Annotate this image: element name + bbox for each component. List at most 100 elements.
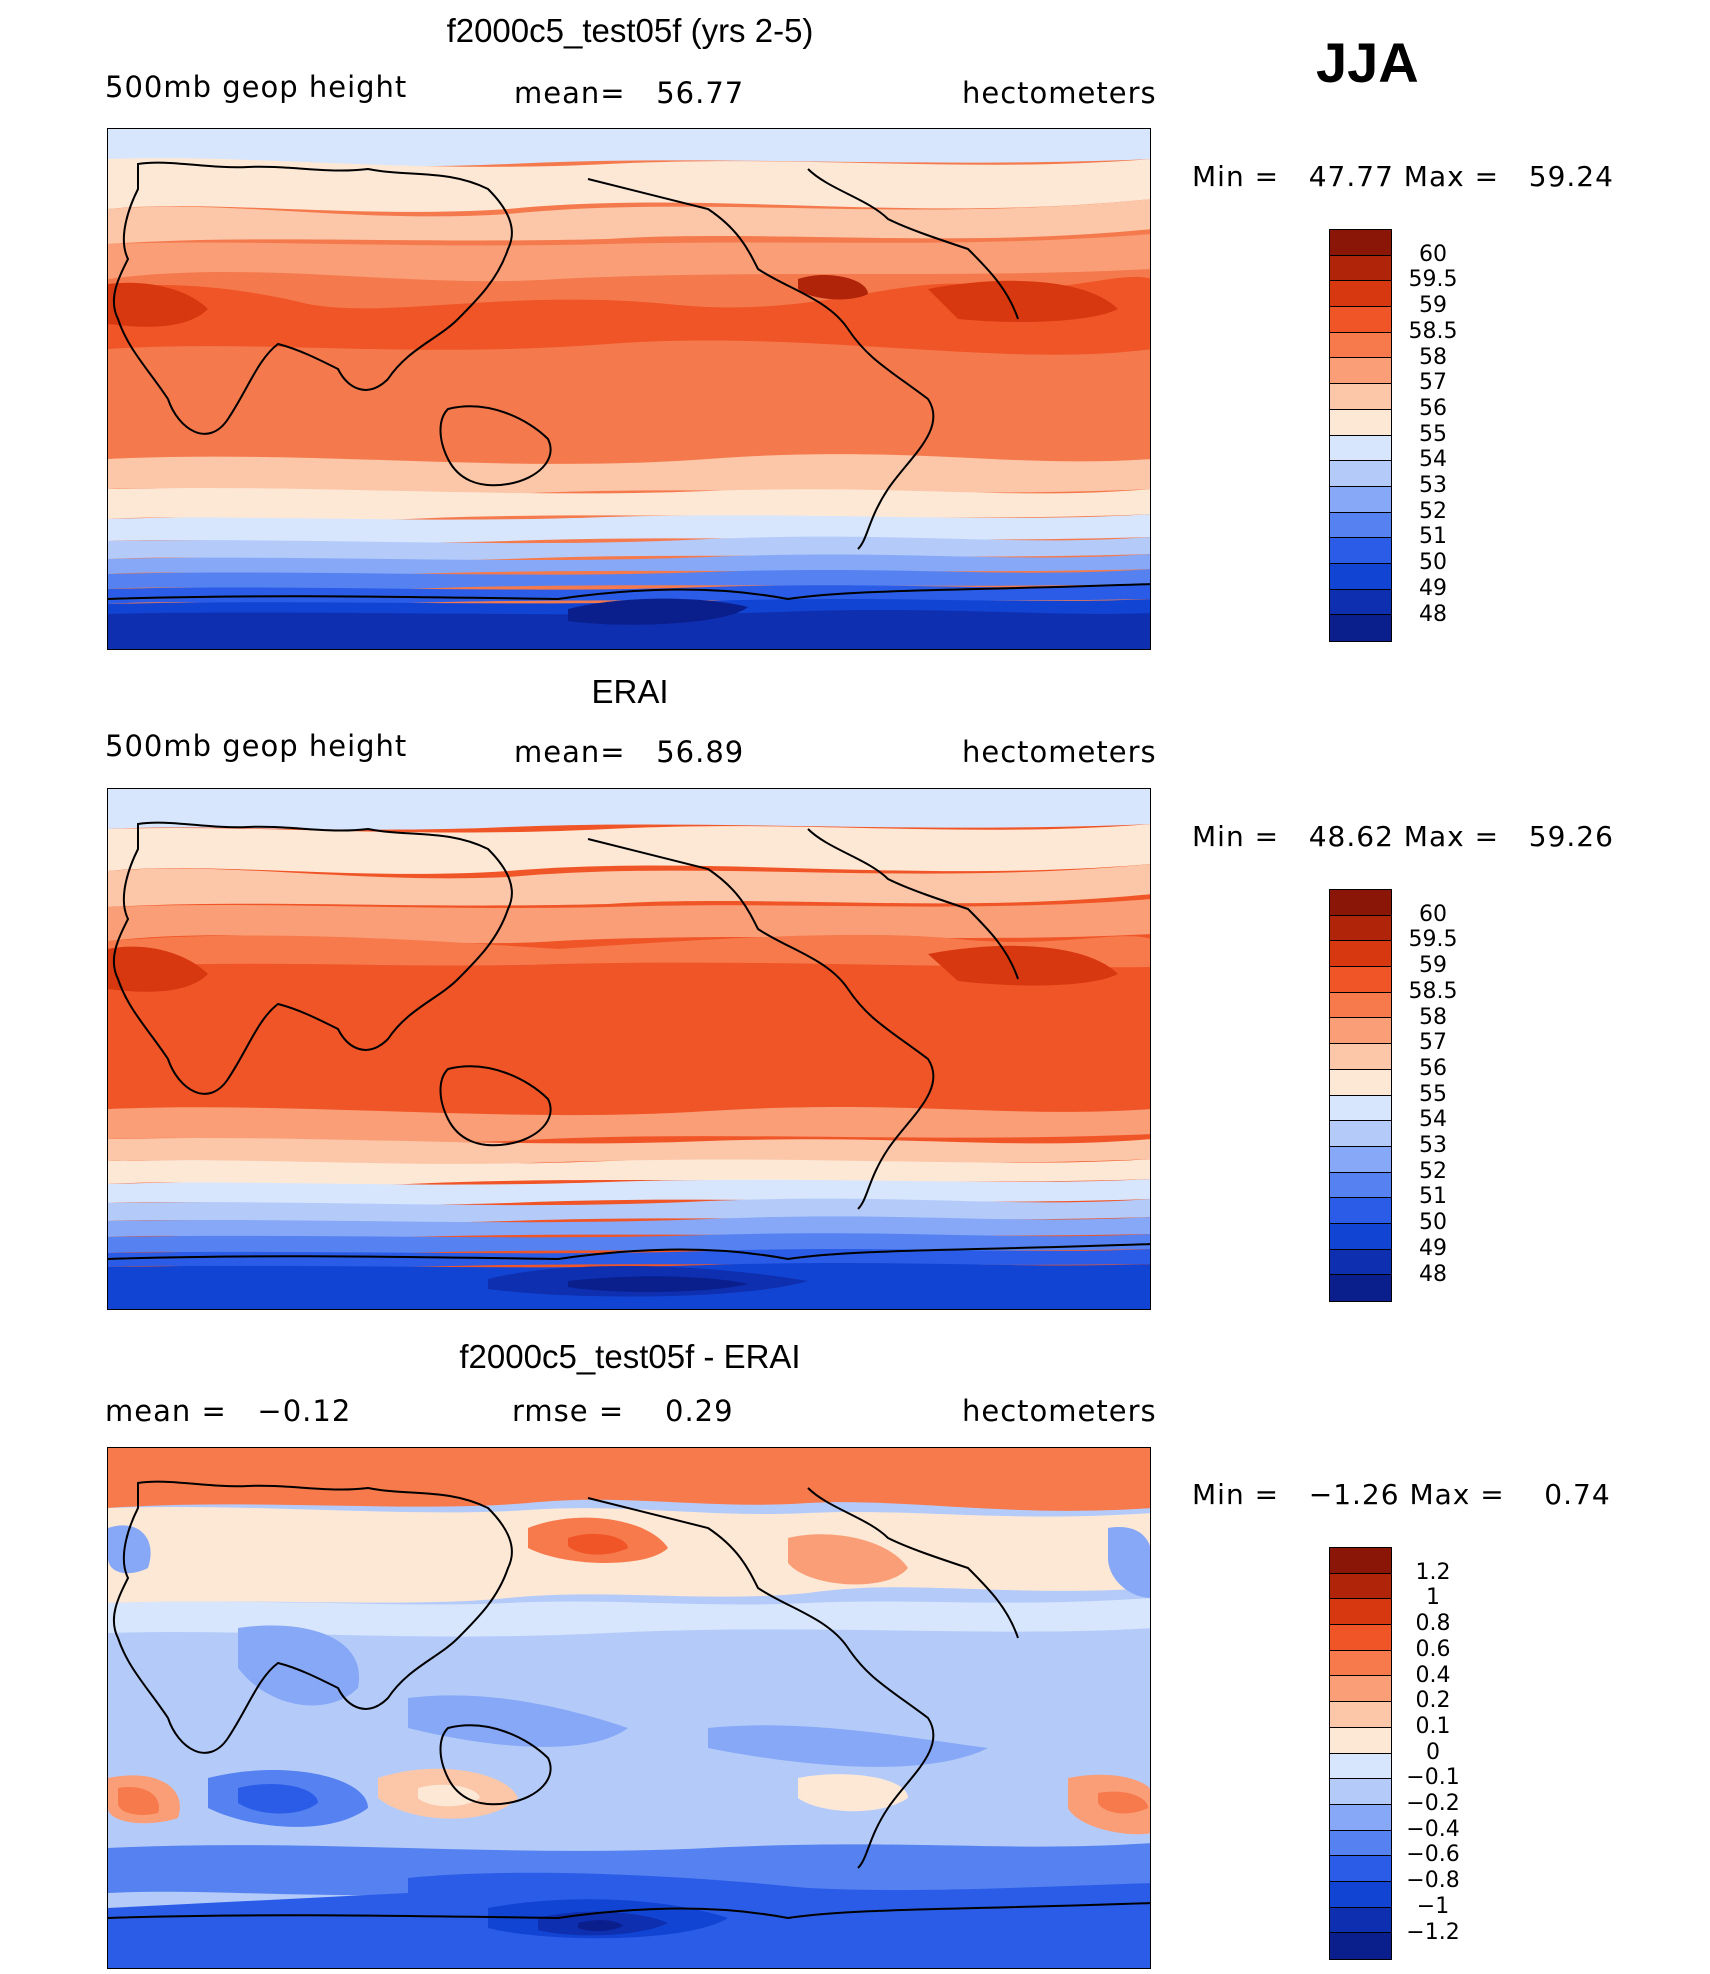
colorbar-tick-label: −1 bbox=[1416, 1893, 1450, 1919]
colorbar-tick-label: 59 bbox=[1419, 293, 1447, 319]
panel-1-contour-field bbox=[108, 129, 1150, 649]
panel-3-mean-label: mean = −0.12 bbox=[105, 1394, 352, 1428]
colorbar-tick-label: 58 bbox=[1419, 344, 1447, 370]
colorbar-swatch bbox=[1330, 1599, 1391, 1626]
colorbar-swatch bbox=[1330, 1548, 1391, 1574]
colorbar-tick-label: 59.5 bbox=[1408, 267, 1458, 293]
panel-1-units-label: hectometers bbox=[962, 76, 1157, 110]
colorbar-tick-label: 53 bbox=[1419, 473, 1447, 498]
colorbar-swatch bbox=[1330, 1095, 1391, 1122]
colorbar-swatch bbox=[1330, 563, 1391, 590]
colorbar-swatch bbox=[1330, 1856, 1391, 1882]
colorbar-tick-label: 54 bbox=[1419, 447, 1447, 473]
colorbar-swatch bbox=[1330, 1830, 1391, 1857]
colorbar-tick-label: 51 bbox=[1419, 524, 1447, 550]
colorbar-tick-label: 56 bbox=[1419, 395, 1447, 421]
colorbar-tick-label: 0.8 bbox=[1415, 1611, 1451, 1637]
colorbar-tick-label: −0.2 bbox=[1406, 1791, 1460, 1816]
colorbar-swatch bbox=[1330, 486, 1391, 513]
colorbar-tick-label: 0.1 bbox=[1415, 1713, 1451, 1739]
panel-2-units-label: hectometers bbox=[962, 735, 1157, 769]
colorbar-swatch bbox=[1330, 1650, 1391, 1677]
colorbar-swatch bbox=[1330, 512, 1391, 539]
colorbar-tick-label: 48 bbox=[1419, 1261, 1447, 1287]
panel-3-map bbox=[107, 1447, 1151, 1969]
colorbar-swatch bbox=[1330, 1018, 1391, 1045]
colorbar-swatch bbox=[1330, 461, 1391, 487]
colorbar-swatch bbox=[1330, 1249, 1391, 1276]
colorbar-tick-label: 52 bbox=[1419, 498, 1447, 524]
colorbar-tick-label: 0.2 bbox=[1415, 1688, 1451, 1714]
colorbar-swatch bbox=[1330, 332, 1391, 359]
colorbar-tick-label: 57 bbox=[1419, 1030, 1447, 1056]
colorbar-swatch bbox=[1330, 992, 1391, 1019]
panel-2-title: ERAI bbox=[591, 673, 669, 710]
colorbar-swatch bbox=[1330, 1779, 1391, 1805]
colorbar-tick-label: 53 bbox=[1419, 1133, 1447, 1158]
colorbar-tick-label: 58.5 bbox=[1408, 978, 1458, 1004]
season-label: JJA bbox=[1316, 31, 1419, 94]
panel-3-rmse-label: rmse = 0.29 bbox=[512, 1394, 734, 1428]
colorbar-swatch bbox=[1330, 967, 1391, 993]
colorbar-swatch bbox=[1330, 230, 1391, 256]
colorbar-swatch bbox=[1330, 1044, 1391, 1070]
colorbar-swatch bbox=[1330, 1198, 1391, 1224]
panel-3-units-label: hectometers bbox=[962, 1394, 1157, 1428]
colorbar-tick-label: −0.1 bbox=[1406, 1765, 1460, 1791]
colorbar-swatch bbox=[1330, 358, 1391, 385]
panel-2-colorbar bbox=[1329, 889, 1392, 1302]
panel-1-map bbox=[107, 128, 1151, 650]
panel-2-map bbox=[107, 788, 1151, 1310]
colorbar-tick-label: 0.4 bbox=[1415, 1662, 1451, 1688]
panel-2-min-max: Min = 48.62 Max = 59.26 bbox=[1192, 820, 1614, 853]
colorbar-swatch bbox=[1330, 1753, 1391, 1780]
colorbar-tick-label: 0.6 bbox=[1415, 1636, 1451, 1662]
colorbar-swatch bbox=[1330, 1676, 1391, 1703]
colorbar-swatch bbox=[1330, 589, 1391, 616]
colorbar-swatch bbox=[1330, 1172, 1391, 1199]
colorbar-swatch bbox=[1330, 890, 1391, 916]
colorbar-swatch bbox=[1330, 1727, 1391, 1754]
panel-3-min-max: Min = −1.26 Max = 0.74 bbox=[1192, 1478, 1611, 1511]
colorbar-swatch bbox=[1330, 941, 1391, 968]
colorbar-tick-label: 56 bbox=[1419, 1055, 1447, 1081]
colorbar-tick-label: 49 bbox=[1419, 1235, 1447, 1261]
colorbar-swatch bbox=[1330, 384, 1391, 410]
panel-1-min-max: Min = 47.77 Max = 59.24 bbox=[1192, 160, 1614, 193]
colorbar-tick-label: 50 bbox=[1419, 1210, 1447, 1236]
colorbar-tick-label: −0.8 bbox=[1406, 1868, 1460, 1894]
colorbar-tick-label: 51 bbox=[1419, 1184, 1447, 1210]
colorbar-swatch bbox=[1330, 1573, 1391, 1600]
colorbar-swatch bbox=[1330, 1121, 1391, 1147]
panel-1-title: f2000c5_test05f (yrs 2-5) bbox=[446, 12, 814, 49]
panel-2-contour-field bbox=[108, 789, 1150, 1309]
colorbar-swatch bbox=[1330, 1146, 1391, 1173]
colorbar-swatch bbox=[1330, 1625, 1391, 1651]
colorbar-tick-label: 60 bbox=[1419, 241, 1447, 267]
colorbar-swatch bbox=[1330, 281, 1391, 308]
colorbar-tick-label: 59.5 bbox=[1408, 927, 1458, 953]
colorbar-swatch bbox=[1330, 1223, 1391, 1250]
colorbar-tick-label: 0 bbox=[1426, 1739, 1440, 1765]
colorbar-tick-label: −1.2 bbox=[1406, 1919, 1460, 1945]
colorbar-swatch bbox=[1330, 615, 1391, 641]
colorbar-tick-label: 50 bbox=[1419, 550, 1447, 576]
colorbar-swatch bbox=[1330, 1933, 1391, 1959]
colorbar-tick-label: −0.4 bbox=[1406, 1816, 1460, 1842]
colorbar-tick-label: 59 bbox=[1419, 953, 1447, 979]
colorbar-swatch bbox=[1330, 307, 1391, 333]
colorbar-swatch bbox=[1330, 1069, 1391, 1096]
colorbar-swatch bbox=[1330, 409, 1391, 436]
colorbar-tick-label: 60 bbox=[1419, 901, 1447, 927]
colorbar-swatch bbox=[1330, 435, 1391, 462]
colorbar-tick-label: 1.2 bbox=[1415, 1559, 1451, 1585]
colorbar-tick-label: 55 bbox=[1419, 421, 1447, 447]
colorbar-tick-label: 52 bbox=[1419, 1158, 1447, 1184]
panel-3-title: f2000c5_test05f - ERAI bbox=[459, 1338, 801, 1375]
colorbar-tick-label: 48 bbox=[1419, 601, 1447, 627]
colorbar-tick-label: 55 bbox=[1419, 1081, 1447, 1107]
colorbar-swatch bbox=[1330, 1907, 1391, 1934]
colorbar-swatch bbox=[1330, 1881, 1391, 1908]
panel-3-colorbar bbox=[1329, 1547, 1392, 1960]
panel-2-mean-label: mean= 56.89 bbox=[514, 735, 745, 769]
